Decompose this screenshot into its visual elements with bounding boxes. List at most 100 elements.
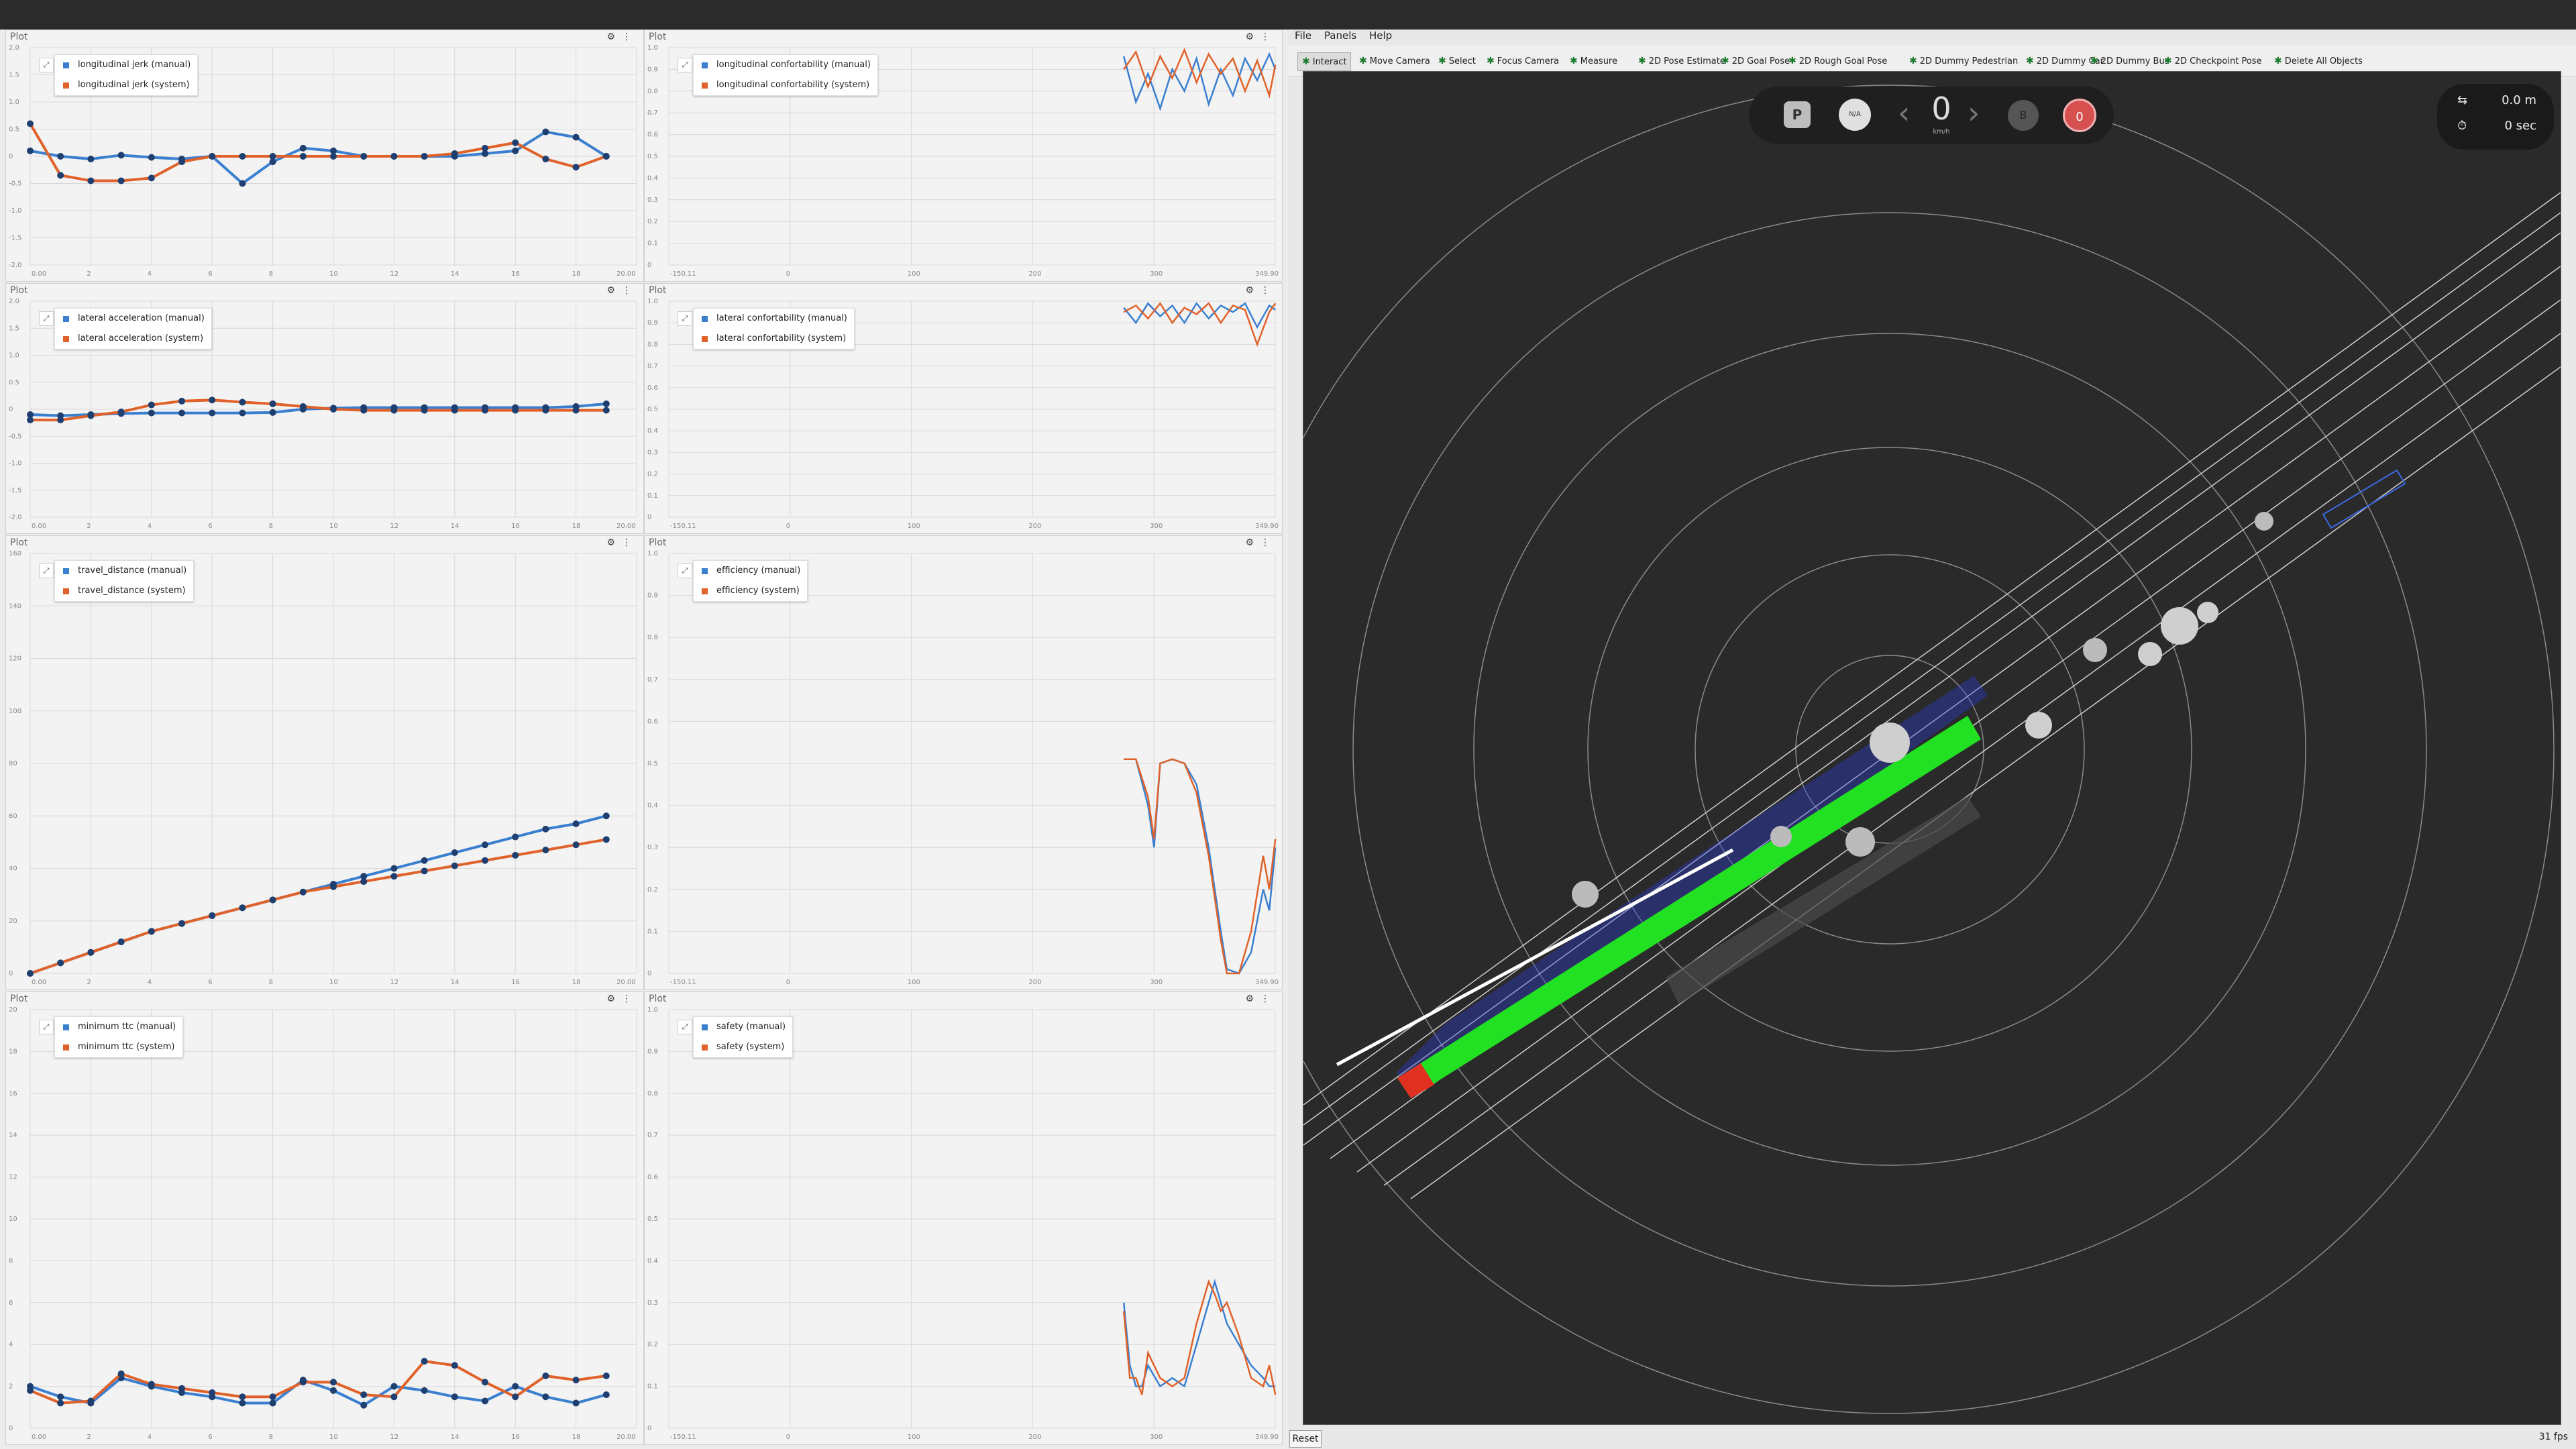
legend-toggle-icon[interactable]: ⤢ [678, 1020, 692, 1034]
legend-toggle-icon[interactable]: ⤢ [678, 564, 692, 578]
x-tick-label: 349.90 [1255, 1434, 1279, 1441]
y-tick-label: 0.4 [647, 174, 658, 182]
y-tick-label: 0 [647, 262, 651, 269]
data-point [117, 409, 125, 416]
legend-entry[interactable]: safety (manual) [694, 1017, 792, 1037]
plot-settings-icon[interactable]: ⚙⋮ [1245, 994, 1277, 1004]
tool-label: 2D Rough Goal Pose [1799, 56, 1888, 66]
plot-settings-icon[interactable]: ⚙⋮ [606, 994, 638, 1004]
data-point [330, 406, 337, 413]
x-tick-label: 20.00 [616, 523, 636, 530]
legend-entry[interactable]: longitudinal confortability (system) [694, 75, 877, 95]
menu-panels[interactable]: Panels [1324, 30, 1357, 42]
tool-delete-all-objects[interactable]: ✱ Delete All Objects [2270, 52, 2367, 70]
drivable-area [1666, 796, 1981, 1004]
plot-canvas[interactable]: 2.0 1.5 1.0 0.5 0 -0.5 -1.0 -1.5 -2.0 0.00 2 4 6 8 10 1… [6, 30, 645, 282]
tool-move-camera[interactable]: ✱ Move Camera [1355, 52, 1434, 70]
legend-entry[interactable]: lateral acceleration (manual) [55, 309, 211, 329]
tool-2d-dummy-pedestrian[interactable]: ✱ 2D Dummy Pedestrian [1905, 52, 2022, 70]
tool-2d-rough-goal-pose[interactable]: ✱ 2D Rough Goal Pose [1784, 52, 1891, 70]
legend-label: lateral acceleration (system) [78, 333, 204, 343]
legend-entry[interactable]: lateral confortability (manual) [694, 309, 854, 329]
legend-entry[interactable]: longitudinal jerk (system) [55, 75, 197, 95]
reset-button[interactable]: Reset [1289, 1430, 1322, 1448]
tool-measure[interactable]: ✱ Measure [1566, 52, 1621, 70]
tool-2d-checkpoint-pose[interactable]: ✱ 2D Checkpoint Pose [2160, 52, 2266, 70]
legend-label: lateral acceleration (manual) [78, 313, 205, 323]
y-tick-label: 0.7 [647, 676, 658, 684]
legend-entry[interactable]: safety (system) [694, 1037, 792, 1057]
data-point [512, 147, 519, 154]
menu-help[interactable]: Help [1368, 30, 1393, 42]
data-point [572, 164, 580, 171]
x-tick-label: 349.90 [1255, 979, 1279, 986]
plot-canvas[interactable]: 160 140 120 100 80 60 40 20 0 0.00 2 4 6 8 10 12 14 16 18 2… [6, 536, 645, 991]
legend-swatch [702, 588, 708, 594]
menu-file[interactable]: File [1295, 30, 1312, 42]
x-tick-label: 18 [572, 270, 581, 278]
tool-label: 2D Dummy Bus [2100, 56, 2169, 66]
legend-entry[interactable]: travel_distance (manual) [55, 561, 193, 581]
tool-2d-goal-pose[interactable]: ✱ 2D Goal Pose [1717, 52, 1794, 70]
legend-entry[interactable]: efficiency (system) [694, 581, 807, 601]
tool-2d-dummy-car[interactable]: ✱ 2D Dummy Car [2022, 52, 2108, 70]
plot-canvas[interactable]: 1.0 0.9 0.8 0.7 0.6 0.5 0.4 0.3 0.2 0.1 0 -150.11 0 1… [645, 30, 1283, 282]
data-point [178, 158, 185, 166]
tool-2d-pose-estimate[interactable]: ✱ 2D Pose Estimate [1634, 52, 1729, 70]
legend-label: longitudinal jerk (system) [78, 80, 190, 90]
data-point [269, 896, 276, 904]
legend-entry[interactable]: travel_distance (system) [55, 581, 193, 601]
data-point [330, 147, 337, 154]
tool-select[interactable]: ✱ Select [1434, 52, 1480, 70]
3d-viewport[interactable]: P N/A ‹ 0 km/h › B 0 ⇆ 0.0 m ⏱ 0 sec [1303, 71, 2561, 1425]
route-time-icon: ⏱ [2457, 119, 2467, 133]
data-point [390, 153, 398, 160]
series-line [1123, 302, 1276, 329]
y-tick-label: 1.0 [647, 298, 658, 305]
y-tick-label: 0.9 [647, 319, 658, 327]
legend-entry[interactable]: longitudinal jerk (manual) [55, 55, 197, 75]
y-tick-label: 0.6 [647, 384, 658, 392]
legend-toggle-icon[interactable]: ⤢ [678, 311, 692, 326]
scene-render[interactable] [1303, 72, 2561, 1424]
plot-settings-icon[interactable]: ⚙⋮ [1245, 537, 1277, 548]
y-tick-label: -1.5 [9, 235, 22, 242]
x-tick-label: 2 [87, 979, 91, 986]
legend-swatch [63, 83, 69, 89]
tool-icon: ✱ [2274, 56, 2282, 66]
plot-canvas[interactable]: 1.0 0.9 0.8 0.7 0.6 0.5 0.4 0.3 0.2 0.1 0 -150.11 0 1… [645, 284, 1283, 535]
plot-canvas[interactable]: 1.0 0.9 0.8 0.7 0.6 0.5 0.4 0.3 0.2 0.1 0 -150.11 0 1… [645, 992, 1283, 1446]
tool-interact[interactable]: ✱ Interact [1297, 52, 1352, 71]
legend-entry[interactable]: longitudinal confortability (manual) [694, 55, 877, 75]
tool-focus-camera[interactable]: ✱ Focus Camera [1483, 52, 1563, 70]
detected-object [2138, 642, 2162, 666]
plot-settings-icon[interactable]: ⚙⋮ [1245, 285, 1277, 296]
plot-settings-icon[interactable]: ⚙⋮ [1245, 32, 1277, 42]
tool-2d-dummy-bus[interactable]: ✱ 2D Dummy Bus [2086, 52, 2173, 70]
legend-entry[interactable]: minimum ttc (manual) [55, 1017, 182, 1037]
plot-settings-icon[interactable]: ⚙⋮ [606, 537, 638, 548]
legend-toggle-icon[interactable]: ⤢ [39, 564, 54, 578]
plot-settings-icon[interactable]: ⚙⋮ [606, 32, 638, 42]
plot-canvas[interactable]: 1.0 0.9 0.8 0.7 0.6 0.5 0.4 0.3 0.2 0.1 0 -150.11 0 1… [645, 536, 1283, 991]
plot-panel: Plot ⚙⋮ 2.0 1.5 1.0 0.5 0 -0.5 -1.0 -1.5 -2.0 0.00 2… [5, 283, 644, 534]
x-tick-label: -150.11 [670, 270, 696, 278]
data-point [602, 1391, 610, 1399]
legend-toggle-icon[interactable]: ⤢ [39, 311, 54, 326]
plot-settings-icon[interactable]: ⚙⋮ [606, 285, 638, 296]
x-tick-label: 8 [269, 1434, 273, 1441]
legend-entry[interactable]: lateral acceleration (system) [55, 329, 211, 349]
legend-toggle-icon[interactable]: ⤢ [39, 1020, 54, 1034]
legend-toggle-icon[interactable]: ⤢ [678, 58, 692, 72]
y-tick-label: -2.0 [9, 262, 22, 269]
x-tick-label: 349.90 [1255, 270, 1279, 278]
legend-entry[interactable]: lateral confortability (system) [694, 329, 854, 349]
legend-entry[interactable]: minimum ttc (system) [55, 1037, 182, 1057]
data-point [239, 398, 246, 406]
legend-entry[interactable]: efficiency (manual) [694, 561, 807, 581]
x-tick-label: 6 [208, 270, 212, 278]
y-tick-label: 0.3 [647, 197, 658, 204]
legend-toggle-icon[interactable]: ⤢ [39, 58, 54, 72]
y-tick-label: 1.0 [9, 99, 19, 106]
